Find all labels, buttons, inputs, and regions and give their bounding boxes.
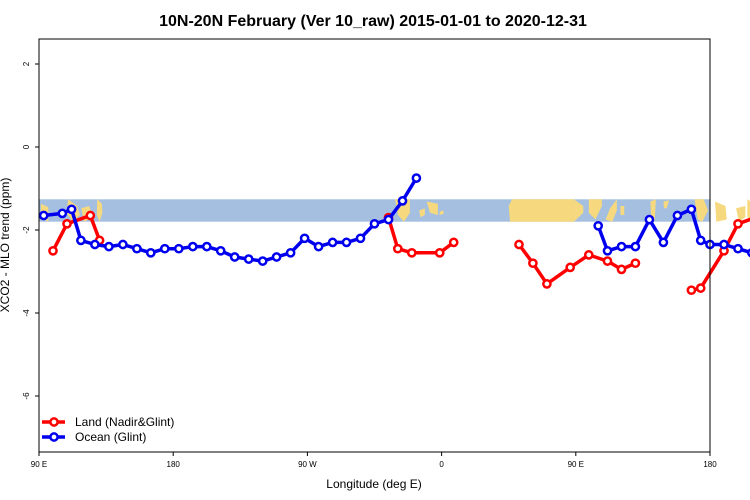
series-1-line-0 bbox=[43, 177, 418, 263]
series-1-point-1-8 bbox=[695, 235, 706, 246]
series-1-point-0-0 bbox=[38, 210, 49, 221]
series-0-point-0-0 bbox=[48, 245, 58, 256]
series-1-point-0-8 bbox=[145, 247, 156, 258]
map-land-6 bbox=[426, 201, 438, 215]
series-0-point-1-2 bbox=[406, 247, 417, 258]
plot-frame bbox=[38, 38, 711, 453]
series-0-point-1-3 bbox=[434, 247, 445, 258]
series-0-point-3-1 bbox=[695, 283, 706, 293]
series-1-point-0-26 bbox=[397, 196, 408, 206]
series-1-point-1-5 bbox=[658, 237, 669, 248]
series-1-point-0-13 bbox=[215, 245, 226, 256]
map-land-10 bbox=[588, 199, 602, 220]
y-tick-label-0: 2 bbox=[22, 61, 31, 66]
map-land-7 bbox=[439, 210, 444, 215]
x-tick-label-3: 0 bbox=[439, 460, 444, 469]
series-0-point-2-7 bbox=[630, 258, 641, 269]
series-1-point-0-2 bbox=[66, 204, 77, 215]
x-axis: 90 E 180 90 W 0 90 E 180 bbox=[31, 452, 717, 469]
series-1-point-0-24 bbox=[369, 218, 380, 229]
series-1-point-1-6 bbox=[672, 210, 683, 221]
series-1-point-0-11 bbox=[187, 241, 198, 252]
map-land-18 bbox=[747, 199, 750, 219]
series-1-point-0-17 bbox=[271, 252, 282, 262]
series-0-point-2-3 bbox=[565, 262, 576, 273]
series-0-point-3-0 bbox=[686, 285, 697, 296]
series-1-point-1-11 bbox=[733, 243, 743, 254]
series-0-point-2-1 bbox=[528, 258, 538, 269]
series-1 bbox=[38, 173, 750, 266]
y-axis-label: XCO2 - MLO trend (ppm) bbox=[0, 178, 12, 313]
series-1-point-0-15 bbox=[243, 254, 254, 264]
map-land-16 bbox=[715, 201, 727, 222]
y-tick-label-1: 0 bbox=[22, 144, 31, 149]
legend-marker-0 bbox=[49, 417, 59, 427]
map-land-9 bbox=[573, 199, 584, 222]
series-1-point-0-20 bbox=[313, 241, 324, 252]
x-tick-label-0: 90 E bbox=[31, 460, 47, 469]
series-1-point-0-10 bbox=[173, 243, 184, 254]
series-1-point-0-22 bbox=[341, 237, 352, 248]
series-0-point-2-5 bbox=[602, 256, 613, 266]
map-land-8 bbox=[508, 199, 574, 222]
series-0-point-0-2 bbox=[85, 210, 96, 221]
series-1-point-0-4 bbox=[90, 239, 100, 250]
x-axis-label: Longitude (deg E) bbox=[326, 477, 421, 491]
series-0-point-1-4 bbox=[448, 237, 459, 248]
series-1-point-1-1 bbox=[602, 245, 613, 256]
y-axis: 2 0 -2 -4 -6 bbox=[22, 61, 39, 400]
series-1-point-0-9 bbox=[159, 243, 170, 254]
series-0-point-2-0 bbox=[514, 239, 524, 250]
series-1-point-1-7 bbox=[686, 204, 697, 215]
map-land-15 bbox=[694, 199, 709, 222]
series-1-point-0-12 bbox=[201, 241, 212, 252]
background-map bbox=[39, 199, 750, 222]
y-tick-label-3: -4 bbox=[22, 309, 31, 317]
series-1-point-0-5 bbox=[104, 241, 114, 252]
series-0-point-3-3 bbox=[733, 218, 743, 229]
series-1-point-0-1 bbox=[57, 208, 68, 219]
map-land-5 bbox=[419, 208, 425, 218]
map-land-17 bbox=[736, 206, 746, 222]
series-1-point-0-3 bbox=[76, 235, 86, 246]
legend-label-0: Land (Nadir&Glint) bbox=[75, 415, 174, 429]
map-land-14 bbox=[663, 200, 669, 209]
series-1-point-1-2 bbox=[616, 241, 627, 252]
series-1-point-1-3 bbox=[630, 241, 641, 252]
legend-marker-1 bbox=[49, 432, 59, 442]
map-land-12 bbox=[620, 206, 625, 215]
map-land-3 bbox=[96, 199, 103, 222]
series-1-point-1-0 bbox=[593, 220, 604, 231]
x-tick-label-1: 180 bbox=[167, 460, 181, 469]
series-0-point-0-1 bbox=[62, 218, 72, 229]
series-0-point-2-4 bbox=[583, 250, 594, 260]
x-tick-label-2: 90 W bbox=[298, 460, 317, 469]
series-0-point-2-2 bbox=[542, 279, 552, 289]
x-tick-label-4: 90 E bbox=[568, 460, 584, 469]
series-1-point-1-4 bbox=[644, 214, 655, 225]
series-1-point-0-14 bbox=[229, 252, 240, 262]
map-land-11 bbox=[605, 199, 617, 222]
x-tick-label-5: 180 bbox=[703, 460, 717, 469]
y-tick-label-4: -6 bbox=[22, 392, 31, 400]
plot-series bbox=[38, 173, 750, 296]
series-1-point-0-18 bbox=[285, 247, 296, 258]
series-1-point-0-7 bbox=[132, 243, 142, 254]
series-1-point-0-16 bbox=[257, 256, 268, 266]
series-1-point-0-6 bbox=[118, 239, 128, 250]
legend: Land (Nadir&Glint)Ocean (Glint) bbox=[42, 415, 174, 444]
y-tick-label-2: -2 bbox=[22, 226, 31, 234]
series-1-point-0-25 bbox=[383, 214, 394, 225]
legend-label-1: Ocean (Glint) bbox=[75, 430, 146, 444]
series-0-point-1-1 bbox=[392, 243, 403, 254]
series-1-point-0-19 bbox=[299, 233, 310, 244]
chart-title: 10N-20N February (Ver 10_raw) 2015-01-01… bbox=[159, 13, 587, 30]
series-0-line-0 bbox=[51, 213, 102, 252]
series-1-point-0-21 bbox=[327, 237, 338, 248]
series-1-point-0-27 bbox=[411, 173, 422, 183]
series-1-point-1-10 bbox=[719, 239, 729, 250]
series-1-point-0-23 bbox=[355, 233, 366, 244]
series-0-point-2-6 bbox=[616, 264, 627, 275]
